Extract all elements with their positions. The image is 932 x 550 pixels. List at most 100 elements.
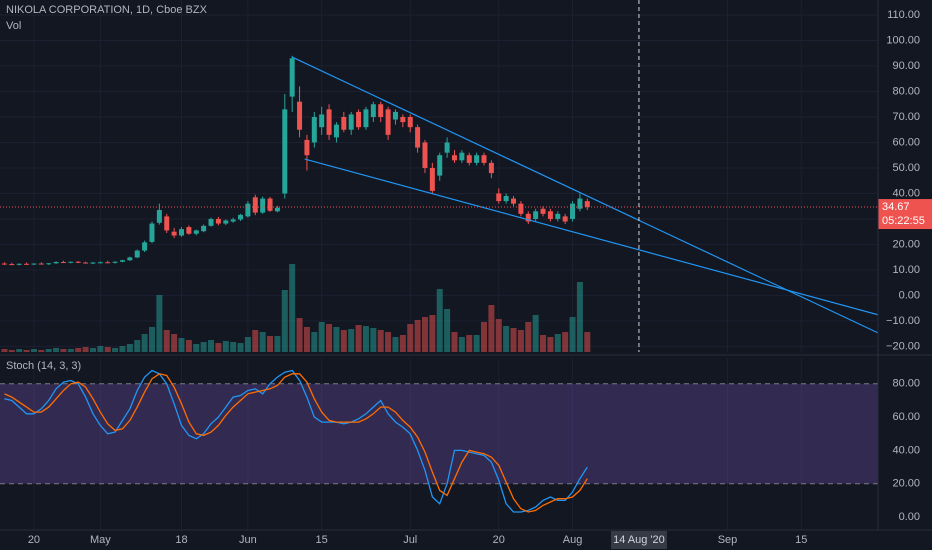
- candle-body: [274, 207, 280, 212]
- candle-body: [149, 223, 155, 242]
- volume-bar: [436, 289, 443, 352]
- candle-body: [466, 155, 472, 163]
- volume-bar: [311, 332, 318, 352]
- candle-body: [488, 162, 494, 174]
- stoch-line: [4, 369, 588, 513]
- x-tick-label: 20: [28, 534, 40, 546]
- volume-bar: [82, 347, 89, 352]
- volume-bar: [178, 338, 185, 352]
- y-tick-label: 40.00: [892, 444, 920, 456]
- candle-body: [370, 104, 376, 117]
- candle-body: [60, 262, 66, 264]
- candle-body: [289, 58, 295, 97]
- candle-body: [525, 213, 531, 222]
- candle-body: [134, 250, 140, 258]
- candle-body: [481, 155, 487, 163]
- candle-body: [400, 116, 406, 123]
- y-tick-label: 10.00: [892, 264, 920, 276]
- candle-body: [437, 155, 443, 176]
- y-tick-label: 20.00: [892, 238, 920, 250]
- candle-body: [267, 198, 273, 211]
- volume-bar: [1, 349, 8, 352]
- candle-body: [407, 116, 413, 128]
- candle-body: [112, 261, 118, 263]
- volume-bar: [488, 305, 495, 352]
- volume-bar: [429, 315, 436, 352]
- volume-bar: [16, 349, 23, 352]
- volume-bar: [75, 348, 82, 352]
- trendline: [304, 158, 878, 316]
- x-tick-label: 15: [795, 534, 807, 546]
- candle-body: [238, 214, 244, 220]
- chart-title: NIKOLA CORPORATION, 1D, Cboe BZX: [6, 4, 208, 16]
- candle-body: [297, 101, 303, 130]
- x-tick-label: Aug: [563, 534, 583, 546]
- crosshair-label: 14 Aug '20: [613, 534, 665, 546]
- y-tick-label: 60.00: [892, 136, 920, 148]
- candle-body: [186, 227, 192, 234]
- candle-body: [90, 262, 96, 264]
- volume-bar: [281, 290, 288, 352]
- candle-body: [179, 229, 185, 236]
- volume-bar: [355, 325, 362, 352]
- y-tick-label: 0.00: [899, 511, 920, 523]
- volume-bar: [303, 327, 310, 352]
- volume-bar: [562, 332, 569, 352]
- candle-body: [326, 109, 332, 135]
- y-tick-label: 80.00: [892, 85, 920, 97]
- candle-body: [562, 216, 568, 222]
- volume-label: Vol: [6, 20, 21, 32]
- volume-bar: [576, 282, 583, 352]
- y-tick-label: 40.00: [892, 187, 920, 199]
- candle-body: [584, 201, 590, 208]
- candle-body: [496, 193, 502, 202]
- volume-bar: [525, 322, 532, 352]
- volume-bar: [348, 329, 355, 352]
- candle-body: [53, 262, 59, 264]
- candle-body: [392, 111, 398, 120]
- y-tick-label: 0.00: [899, 289, 920, 301]
- axes: 20 May 18 Jun 15 Jul 20 Aug Sep 15 −20.00 −10.00 0.0…: [28, 9, 932, 549]
- price-pane: [0, 0, 878, 352]
- candle-body: [245, 203, 251, 217]
- candle-body: [24, 263, 30, 265]
- candle-body: [459, 152, 465, 161]
- candle-body: [46, 263, 52, 265]
- stoch-band: [0, 383, 878, 484]
- candle-body: [577, 198, 583, 209]
- candle-body: [356, 111, 362, 128]
- y-tick-label: 110.00: [887, 9, 920, 21]
- x-tick-label: 15: [316, 534, 328, 546]
- candle-body: [444, 142, 450, 153]
- volume-bar: [193, 344, 200, 352]
- volume-bar: [67, 349, 74, 352]
- volume-bar: [45, 349, 52, 352]
- candle-body: [193, 230, 199, 234]
- candle-body: [31, 263, 37, 265]
- y-tick-label: 70.00: [892, 111, 920, 123]
- volume-bar: [163, 330, 170, 352]
- volume-bar: [473, 335, 480, 352]
- volume-bar: [458, 337, 465, 352]
- y-tick-label: 90.00: [892, 60, 920, 72]
- volume-bar: [8, 350, 15, 352]
- candle-body: [341, 116, 347, 130]
- volume-bar: [385, 332, 392, 352]
- volume-bar: [134, 340, 141, 352]
- candle-body: [208, 218, 214, 226]
- candle-body: [533, 211, 539, 219]
- volume-bar: [126, 344, 133, 352]
- x-tick-label: 18: [175, 534, 187, 546]
- volume-bar: [569, 317, 576, 352]
- candle-body: [555, 213, 561, 219]
- y-tick-label: −10.00: [886, 315, 920, 327]
- volume-bar: [377, 330, 384, 352]
- candle-body: [127, 257, 133, 261]
- candle-body: [511, 198, 517, 204]
- candle-body: [119, 260, 125, 262]
- crosshair-label-box: [610, 531, 667, 549]
- volume-bar: [289, 264, 296, 352]
- volume-bar: [407, 324, 414, 352]
- candle-body: [164, 216, 170, 231]
- x-tick-label: Jul: [403, 534, 417, 546]
